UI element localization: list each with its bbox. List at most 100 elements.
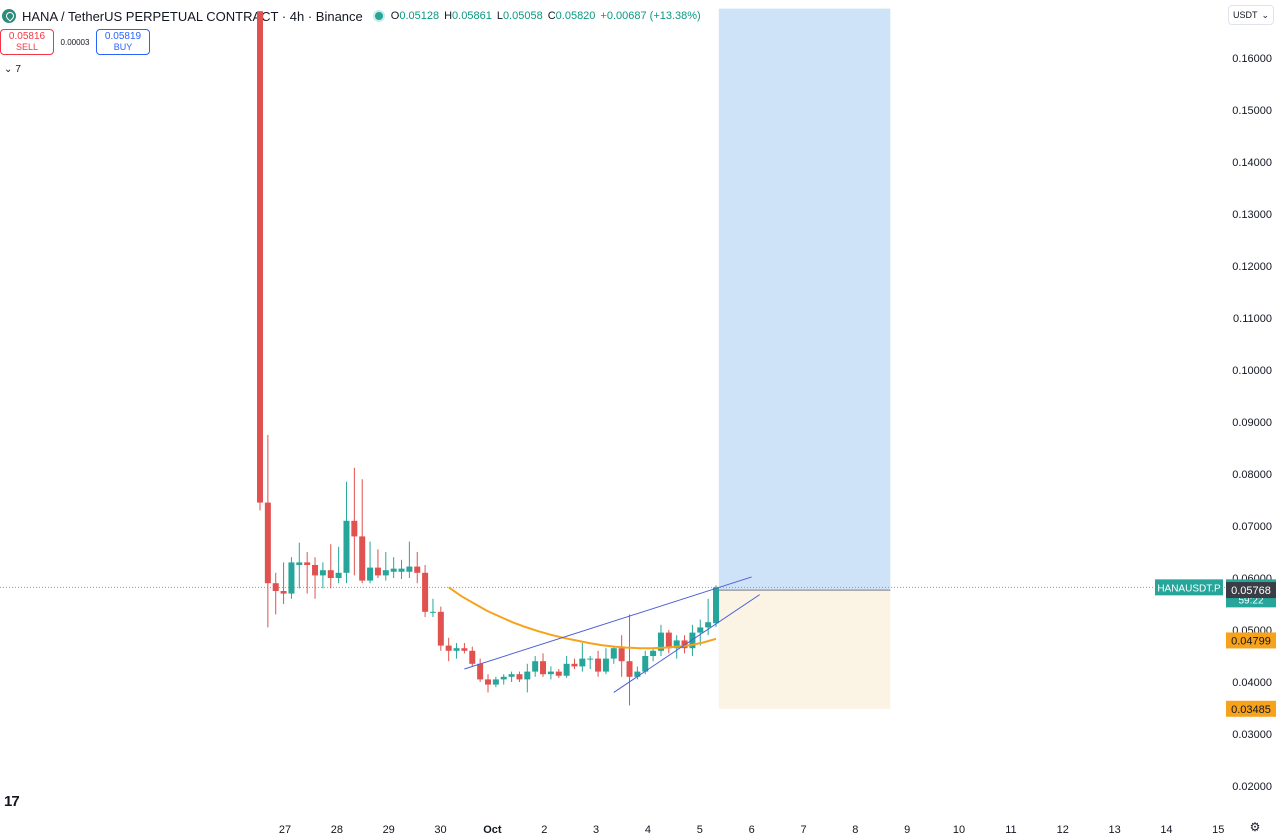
candle-up[interactable] — [657, 632, 664, 651]
candle-down[interactable] — [327, 570, 334, 578]
y-tick-label: 0.12000 — [1232, 261, 1272, 273]
x-tick-label: 30 — [434, 824, 446, 836]
candle-down[interactable] — [595, 658, 602, 672]
candle-up[interactable] — [650, 650, 657, 656]
candle-down[interactable] — [469, 650, 476, 664]
x-tick-label: Oct — [483, 824, 502, 836]
candle-down[interactable] — [681, 640, 688, 649]
trendline-lower[interactable] — [613, 594, 760, 693]
x-tick-label: 15 — [1212, 824, 1224, 836]
candle-down[interactable] — [555, 671, 562, 676]
x-tick-label: 14 — [1160, 824, 1172, 836]
candle-up[interactable] — [343, 520, 350, 573]
candle-down[interactable] — [422, 572, 429, 612]
candle-up[interactable] — [524, 671, 531, 680]
candle-up[interactable] — [579, 658, 586, 667]
sell-button[interactable]: 0.05816 SELL — [0, 29, 54, 55]
buy-button[interactable]: 0.05819 BUY — [96, 29, 150, 55]
candle-up[interactable] — [587, 658, 594, 660]
x-tick-label: 12 — [1057, 824, 1069, 836]
candle-down[interactable] — [351, 520, 358, 537]
y-tick-label: 0.13000 — [1232, 209, 1272, 221]
x-tick-label: 4 — [645, 824, 651, 836]
candle-up[interactable] — [610, 648, 617, 659]
y-tick-label: 0.04000 — [1232, 677, 1272, 689]
candle-up[interactable] — [634, 671, 641, 677]
currency-selector[interactable]: USDT ⌄ — [1228, 5, 1274, 25]
candle-up[interactable] — [697, 627, 704, 633]
candle-up[interactable] — [508, 674, 515, 677]
ohlc-low: 0.05058 — [502, 10, 543, 22]
y-tick-label: 0.02000 — [1232, 781, 1272, 793]
candle-down[interactable] — [477, 663, 484, 680]
candle-down[interactable] — [304, 562, 311, 565]
position-profit-zone[interactable] — [718, 8, 891, 591]
candle-down[interactable] — [445, 645, 452, 651]
candle-up[interactable] — [390, 568, 397, 572]
symbol-title[interactable]: HANA / TetherUS PERPETUAL CONTRACT · 4h … — [22, 8, 363, 24]
moving-average-line[interactable] — [448, 586, 717, 650]
y-tick-label: 0.14000 — [1232, 157, 1272, 169]
y-tick-label: 0.09000 — [1232, 417, 1272, 429]
candle-down[interactable] — [571, 663, 578, 667]
candle-up[interactable] — [642, 656, 649, 672]
candle-down[interactable] — [264, 502, 271, 584]
entry-price-label: 0.05768 — [1231, 585, 1271, 597]
candle-up[interactable] — [602, 658, 609, 672]
x-tick-label: 5 — [697, 824, 703, 836]
candle-down[interactable] — [665, 632, 672, 649]
candle-down[interactable] — [540, 661, 547, 675]
chevron-down-icon: ⌄ — [4, 63, 13, 75]
ohlc-open: 0.05128 — [399, 10, 440, 22]
candle-down[interactable] — [485, 679, 491, 685]
stop-price-label-bg — [1226, 700, 1276, 717]
spread-value: 0.00003 — [60, 37, 90, 47]
candle-up[interactable] — [406, 566, 413, 572]
candle-up[interactable] — [367, 567, 374, 581]
candle-up[interactable] — [453, 648, 460, 651]
candle-down[interactable] — [359, 536, 366, 581]
indicators-toggle[interactable]: ⌄ 7 — [4, 63, 21, 75]
candle-up[interactable] — [492, 679, 499, 685]
x-tick-label: 6 — [749, 824, 755, 836]
tradingview-logo: 17 — [4, 793, 20, 810]
candle-up[interactable] — [673, 640, 680, 649]
ohlc-change: +0.00687 (+13.38%) — [600, 10, 701, 22]
candle-up[interactable] — [689, 632, 696, 649]
candle-down[interactable] — [437, 611, 444, 646]
candle-down[interactable] — [618, 648, 625, 662]
market-open-icon — [372, 10, 385, 22]
gear-icon[interactable]: ⚙ — [1249, 820, 1261, 834]
chart-header: HANA / TetherUS PERPETUAL CONTRACT · 4h … — [0, 6, 701, 26]
candle-up[interactable] — [398, 568, 405, 572]
candle-up[interactable] — [532, 661, 539, 672]
x-tick-label: 28 — [331, 824, 343, 836]
ma-price-label-bg — [1226, 632, 1276, 649]
candle-up[interactable] — [547, 671, 554, 675]
trendline-upper[interactable] — [464, 576, 752, 670]
candle-down[interactable] — [272, 583, 279, 591]
candle-down[interactable] — [312, 565, 319, 576]
symbol-logo-icon[interactable] — [2, 9, 16, 23]
candle-up[interactable] — [319, 570, 326, 576]
candle-up[interactable] — [288, 562, 295, 594]
candle-down[interactable] — [280, 591, 287, 594]
chevron-down-icon: ⌄ — [1261, 9, 1269, 20]
candle-up[interactable] — [705, 622, 712, 628]
candle-down[interactable] — [626, 661, 633, 677]
candle-down[interactable] — [461, 648, 468, 651]
candle-up[interactable] — [429, 611, 436, 613]
candle-down[interactable] — [374, 567, 381, 576]
candle-up[interactable] — [296, 562, 303, 565]
candle-up[interactable] — [335, 572, 342, 578]
ohlc-high: 0.05861 — [452, 10, 492, 22]
candle-up[interactable] — [500, 676, 507, 680]
candle-down[interactable] — [414, 566, 421, 573]
candle-up[interactable] — [563, 663, 570, 676]
candle-up[interactable] — [713, 587, 719, 624]
candle-down[interactable] — [257, 11, 263, 503]
candle-down[interactable] — [516, 674, 523, 680]
candle-up[interactable] — [382, 570, 389, 576]
position-stop-zone[interactable] — [718, 590, 891, 709]
